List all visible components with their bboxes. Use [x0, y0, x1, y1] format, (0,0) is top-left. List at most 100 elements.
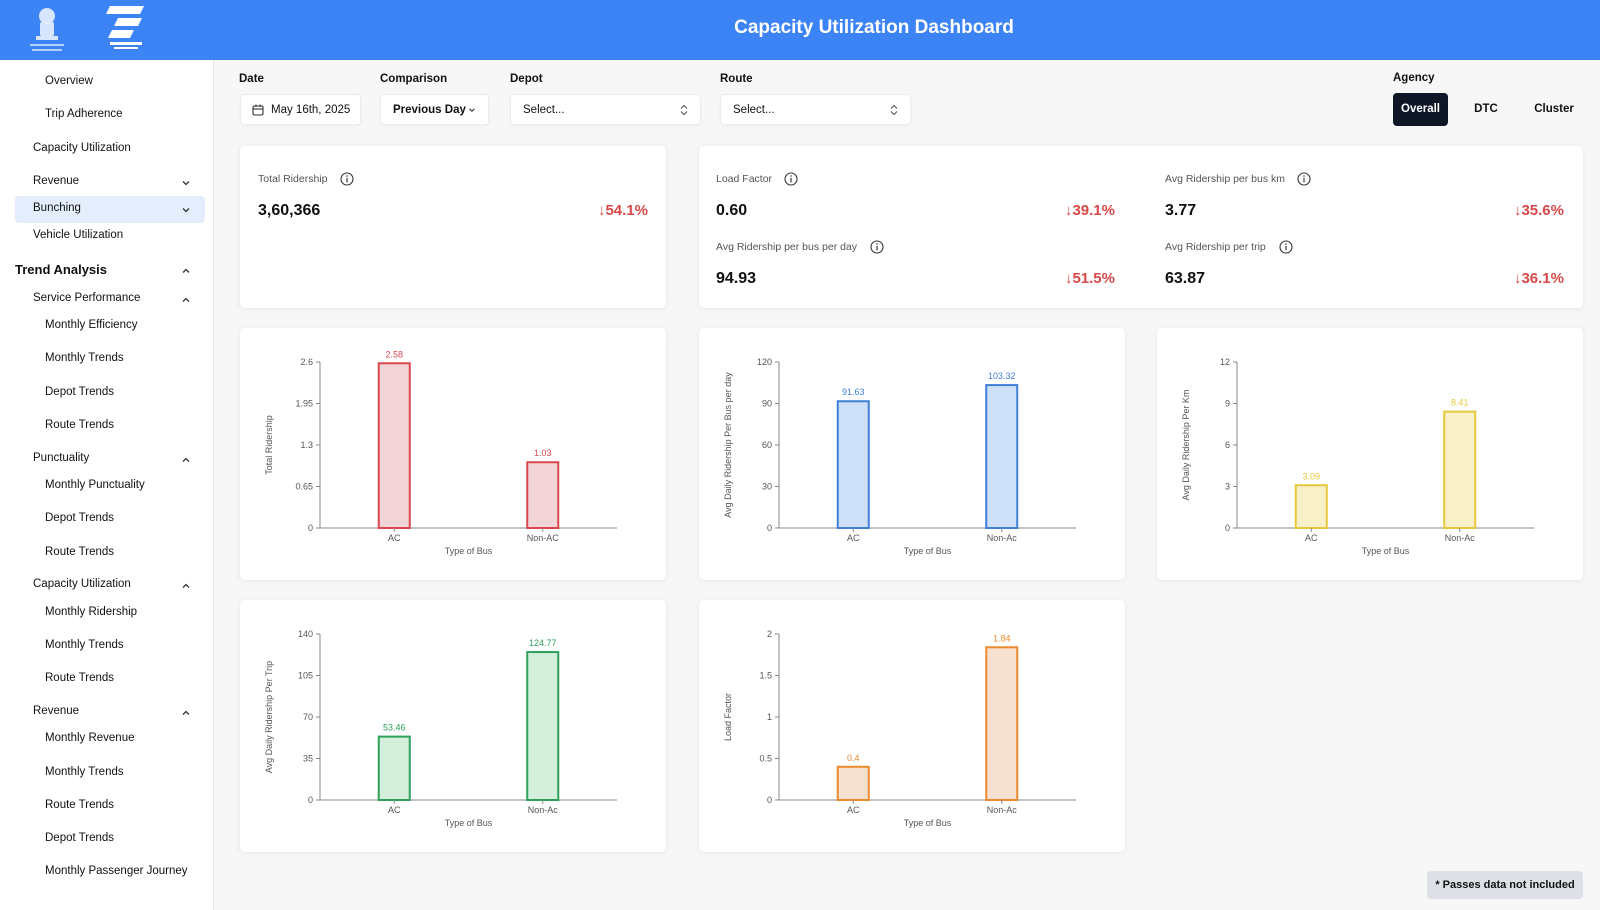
agency-dtc-button[interactable]: DTC [1474, 103, 1498, 115]
sidebar-active-highlight [15, 196, 205, 223]
date-picker[interactable]: May 16th, 2025 [240, 94, 361, 125]
route-select[interactable]: Select... [720, 94, 911, 125]
y-tick-label: 0.65 [295, 482, 313, 492]
y-axis-label: Load Factor [723, 693, 733, 741]
bar-value-label: 124.77 [529, 638, 557, 648]
top-header: Capacity Utilization Dashboard [0, 0, 1600, 60]
sidebar-item-overview[interactable]: Overview [45, 75, 93, 87]
passes-data-note: * Passes data not included [1427, 871, 1583, 899]
info-icon[interactable] [1279, 240, 1293, 254]
ridership-trip-bar-chart: 0 35 70 105 140 Avg Daily Ridership Per Trip T… [264, 629, 617, 828]
sort-updown-icon [890, 104, 898, 116]
chart-card-ridership-km: 0 3 6 9 12 Avg Daily Ridership Per Km Type of … [1157, 328, 1583, 580]
comparison-select[interactable]: Previous Day [380, 94, 489, 125]
chevron-down-icon[interactable] [180, 204, 192, 216]
agency-cluster-button[interactable]: Cluster [1534, 103, 1574, 115]
x-tick-label: Non-Ac [1445, 533, 1476, 543]
ridership-bus-day-bar-chart: 0 30 60 90 120 Avg Daily Ridership Per Bus pe… [723, 357, 1076, 556]
sidebar-item-trip-adherence[interactable]: Trip Adherence [45, 108, 123, 120]
x-tick-label: AC [847, 805, 860, 815]
bar [985, 646, 1019, 801]
sidebar-item-capacity-utilization[interactable]: Capacity Utilization [33, 142, 131, 154]
y-tick-label: 1.5 [759, 671, 772, 681]
load-factor-label: Load Factor [716, 173, 773, 185]
efficiency-metrics-card [699, 146, 1583, 308]
x-tick-label: AC [388, 805, 401, 815]
ridership-trip-label: Avg Ridership per trip [1165, 241, 1266, 253]
info-icon[interactable] [870, 240, 884, 254]
route-label: Route [720, 73, 753, 85]
total-ridership-bar-chart: 0 0.65 1.3 1.95 2.6 Total Ridership Type of Bu… [264, 349, 617, 556]
depot-label: Depot [510, 73, 543, 85]
sidebar-item-route-trends[interactable]: Route Trends [45, 419, 115, 431]
bar [377, 735, 411, 801]
x-tick-label: Non-AC [527, 533, 560, 543]
ridership-km-bar-chart: 0 3 6 9 12 Avg Daily Ridership Per Km Type of … [1181, 357, 1534, 556]
info-icon[interactable] [784, 172, 798, 186]
agency-label: Agency [1393, 72, 1435, 84]
y-axis-label: Avg Daily Ridership Per Bus per day [723, 372, 733, 518]
bar-value-label: 53.46 [383, 723, 406, 733]
info-icon[interactable] [1297, 172, 1311, 186]
chevron-up-icon[interactable] [180, 265, 192, 277]
bar-value-label: 2.58 [385, 349, 403, 359]
x-tick-label: AC [388, 533, 401, 543]
y-tick-label: 1.95 [295, 399, 313, 409]
x-tick-label: Non-Ac [987, 533, 1018, 543]
bar [526, 651, 560, 802]
sidebar-item-route-trends[interactable]: Route Trends [45, 799, 115, 811]
chevron-up-icon[interactable] [180, 707, 192, 719]
sidebar-group-revenue[interactable]: Revenue [33, 705, 80, 717]
y-tick-label: 140 [298, 629, 313, 639]
chevron-up-icon[interactable] [180, 580, 192, 592]
sidebar-item-depot-trends[interactable]: Depot Trends [45, 512, 115, 524]
sidebar-item-vehicle-utilization[interactable]: Vehicle Utilization [33, 229, 124, 241]
sidebar-item-monthly-punctuality[interactable]: Monthly Punctuality [45, 479, 145, 491]
sidebar-item-route-trends[interactable]: Route Trends [45, 672, 115, 684]
depot-placeholder: Select... [523, 104, 565, 116]
sidebar-group-capacity-utilization[interactable]: Capacity Utilization [33, 578, 131, 590]
sidebar-item-monthly-ridership[interactable]: Monthly Ridership [45, 606, 138, 618]
sidebar-item-monthly-passenger-journey[interactable]: Monthly Passenger Journey [45, 865, 188, 877]
agency-overall-button[interactable]: Overall [1393, 93, 1448, 126]
ridership-bus-km-value: 3.77 [1165, 202, 1197, 219]
bar-value-label: 0.4 [847, 753, 860, 763]
bar [836, 400, 870, 529]
depot-select[interactable]: Select... [510, 94, 701, 125]
sidebar-item-depot-trends[interactable]: Depot Trends [45, 386, 115, 398]
y-tick-label: 2 [767, 629, 772, 639]
sidebar-item-revenue[interactable]: Revenue [33, 175, 80, 187]
chevron-down-icon [469, 108, 475, 113]
comparison-value: Previous Day [393, 104, 466, 116]
ridership-trip-change: ↓36.1% [1513, 270, 1564, 287]
sidebar-item-route-trends[interactable]: Route Trends [45, 546, 115, 558]
sidebar-item-bunching[interactable]: Bunching [33, 202, 81, 214]
sidebar-group-punctuality[interactable]: Punctuality [33, 452, 90, 464]
sidebar-group-service-performance[interactable]: Service Performance [33, 292, 141, 304]
total-ridership-card [240, 146, 666, 308]
load-factor-bar-chart: 0 0.5 1 1.5 2 Load Factor Type of Bus 0.4 AC 1.84… [723, 629, 1076, 828]
sidebar-item-monthly-trends[interactable]: Monthly Trends [45, 766, 124, 778]
sidebar-item-monthly-trends[interactable]: Monthly Trends [45, 639, 124, 651]
sidebar-heading-trend-analysis[interactable]: Trend Analysis [15, 262, 107, 277]
sidebar [0, 60, 214, 910]
chevron-up-icon[interactable] [180, 454, 192, 466]
x-axis-label: Type of Bus [445, 546, 493, 556]
bar [526, 461, 560, 529]
ridership-bus-day-label: Avg Ridership per bus per day [716, 241, 858, 253]
government-emblem-logo [26, 4, 68, 56]
total-ridership-value: 3,60,366 [258, 202, 321, 219]
chevron-down-icon[interactable] [180, 177, 192, 189]
sidebar-item-depot-trends[interactable]: Depot Trends [45, 832, 115, 844]
y-tick-label: 0.5 [759, 754, 772, 764]
y-tick-label: 1 [767, 712, 772, 722]
x-axis-label: Type of Bus [904, 818, 952, 828]
sidebar-item-monthly-revenue[interactable]: Monthly Revenue [45, 732, 135, 744]
info-icon[interactable] [340, 172, 354, 186]
sidebar-item-monthly-trends[interactable]: Monthly Trends [45, 352, 124, 364]
bar-value-label: 8.41 [1451, 398, 1469, 408]
chevron-up-icon[interactable] [180, 294, 192, 306]
total-ridership-label: Total Ridership [258, 173, 328, 185]
sidebar-item-monthly-efficiency[interactable]: Monthly Efficiency [45, 319, 138, 331]
y-axis-label: Avg Daily Ridership Per Km [1181, 390, 1191, 501]
